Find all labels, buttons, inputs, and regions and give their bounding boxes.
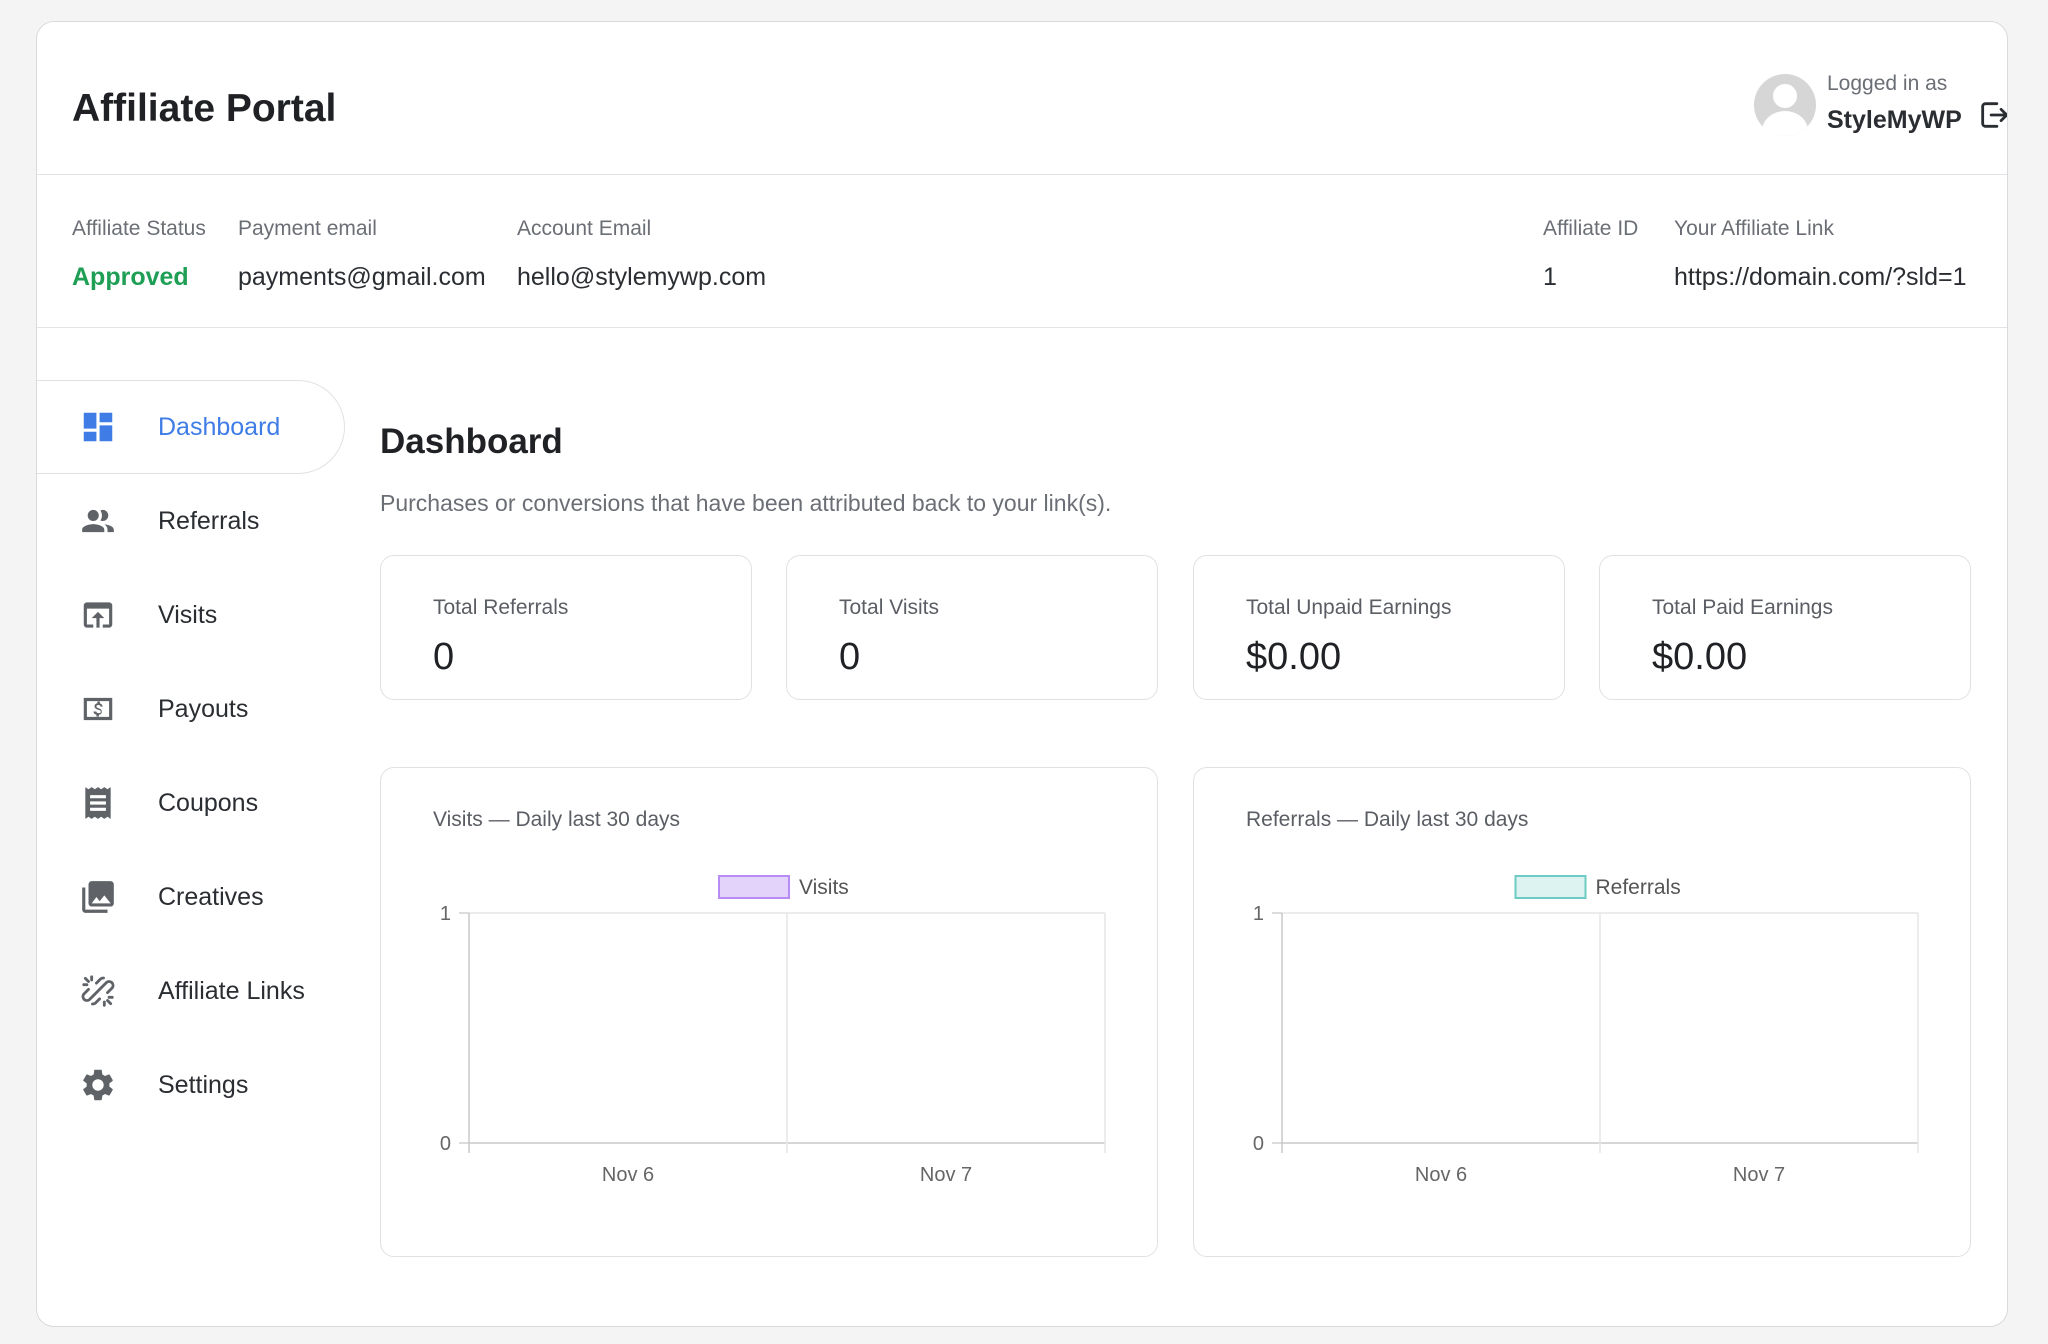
sidebar-item-settings[interactable]: Settings — [37, 1038, 347, 1132]
broken-link-icon — [79, 972, 117, 1010]
stat-value: 0 — [839, 636, 861, 678]
stat-label: Total Referrals — [433, 596, 569, 619]
legend-label: Referrals — [1596, 876, 1681, 899]
sidebar-item-referrals[interactable]: Referrals — [37, 474, 347, 568]
user-name: StyleMyWP — [1827, 106, 1962, 134]
stat-label: Total Visits — [839, 596, 939, 619]
x-tick-label: Nov 6 — [602, 1164, 654, 1186]
people-icon — [79, 502, 117, 540]
dashboard-icon — [79, 408, 117, 446]
sidebar-item-label: Affiliate Links — [158, 976, 305, 1005]
sidebar-item-label: Payouts — [158, 694, 249, 723]
account-email-label: Account Email — [517, 217, 652, 240]
sidebar-item-label: Visits — [158, 600, 218, 629]
y-tick-label: 0 — [1253, 1133, 1264, 1155]
payment-email: Payment email payments@gmail.com — [238, 217, 486, 292]
chart-title: Visits — Daily last 30 days — [433, 808, 681, 831]
x-tick-label: Nov 6 — [1415, 1164, 1467, 1186]
sidebar-item-visits[interactable]: Visits — [37, 568, 347, 662]
y-tick-label: 0 — [440, 1133, 451, 1155]
y-tick-label: 1 — [1253, 903, 1264, 925]
affiliate-link-label: Your Affiliate Link — [1674, 217, 1834, 240]
app-title: Affiliate Portal — [72, 87, 337, 130]
sidebar-item-label: Coupons — [158, 788, 259, 817]
sidebar-item-label: Referrals — [158, 506, 260, 535]
affiliate-link-value[interactable]: https://domain.com/?sld=1 — [1674, 263, 1967, 291]
dollar-icon — [79, 690, 117, 728]
y-tick-label: 1 — [440, 903, 451, 925]
affiliate-id-label: Affiliate ID — [1543, 217, 1639, 240]
x-tick-label: Nov 7 — [920, 1164, 972, 1186]
stat-value: $0.00 — [1652, 636, 1748, 678]
sidebar-item-label: Settings — [158, 1070, 249, 1099]
stat-value: 0 — [433, 636, 455, 678]
images-icon — [79, 878, 117, 916]
sidebar-item-dashboard[interactable]: Dashboard — [37, 380, 345, 474]
x-tick-label: Nov 7 — [1733, 1164, 1785, 1186]
logout-icon[interactable] — [1977, 98, 2007, 132]
sidebar-item-label: Dashboard — [158, 412, 281, 441]
chart-title: Referrals — Daily last 30 days — [1246, 808, 1529, 831]
upload-box-icon — [79, 596, 117, 634]
affiliate-info-bar: Affiliate Status Approved Payment email … — [37, 175, 2007, 328]
sidebar-item-label: Creatives — [158, 882, 264, 911]
visits-chart: 0 1 Nov 6 Nov 7 Visits — [440, 875, 1106, 1186]
account-email: Account Email hello@stylemywp.com — [517, 217, 766, 292]
gear-icon — [79, 1066, 117, 1104]
affiliate-link: Your Affiliate Link https://domain.com/?… — [1674, 217, 1967, 292]
sidebar-item-coupons[interactable]: Coupons — [37, 756, 347, 850]
sidebar-item-creatives[interactable]: Creatives — [37, 850, 347, 944]
legend-label: Visits — [799, 876, 849, 899]
visits-chart-card: Visits — Daily last 30 days 0 1 Nov 6 Nov 7… — [380, 767, 1158, 1257]
page-subtitle: Purchases or conversions that have been … — [380, 490, 1112, 516]
payment-email-label: Payment email — [238, 217, 377, 240]
affiliate-portal: Affiliate Portal Logged in as StyleMyWP … — [36, 21, 2008, 1327]
stat-card-total-visits: Total Visits 0 — [786, 555, 1158, 700]
stat-card-paid-earnings: Total Paid Earnings $0.00 — [1599, 555, 1971, 700]
referrals-chart-card: Referrals — Daily last 30 days 0 1 Nov 6 No… — [1193, 767, 1971, 1257]
sidebar-item-payouts[interactable]: Payouts — [37, 662, 347, 756]
affiliate-id: Affiliate ID 1 — [1543, 217, 1638, 292]
page-title: Dashboard — [380, 422, 563, 461]
legend-swatch — [1514, 875, 1587, 899]
stat-card-total-referrals: Total Referrals 0 — [380, 555, 752, 700]
avatar[interactable] — [1754, 74, 1816, 136]
affiliate-id-value: 1 — [1543, 263, 1557, 291]
logged-in-label: Logged in as — [1827, 72, 1948, 95]
user-info: Logged in as StyleMyWP — [1827, 64, 1967, 135]
stat-card-unpaid-earnings: Total Unpaid Earnings $0.00 — [1193, 555, 1565, 700]
stat-label: Total Unpaid Earnings — [1246, 596, 1452, 619]
stat-value: $0.00 — [1246, 636, 1342, 678]
affiliate-status: Affiliate Status Approved — [72, 217, 206, 292]
account-email-value: hello@stylemywp.com — [517, 263, 767, 291]
portal-header: Affiliate Portal Logged in as StyleMyWP — [37, 22, 2007, 175]
receipt-icon — [79, 784, 117, 822]
sidebar-nav: Dashboard Referrals Visits Payouts Coupo… — [37, 380, 347, 1132]
referrals-chart: 0 1 Nov 6 Nov 7 Referrals — [1253, 875, 1919, 1186]
sidebar-item-affiliate-links[interactable]: Affiliate Links — [37, 944, 347, 1038]
affiliate-status-value: Approved — [72, 263, 189, 291]
affiliate-status-label: Affiliate Status — [72, 217, 206, 240]
payment-email-value: payments@gmail.com — [238, 263, 486, 291]
stat-label: Total Paid Earnings — [1652, 596, 1833, 619]
legend-swatch — [718, 875, 790, 899]
